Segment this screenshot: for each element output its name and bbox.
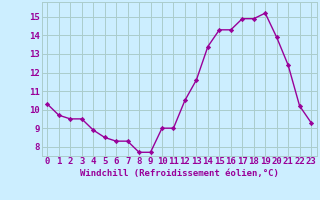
- X-axis label: Windchill (Refroidissement éolien,°C): Windchill (Refroidissement éolien,°C): [80, 169, 279, 178]
